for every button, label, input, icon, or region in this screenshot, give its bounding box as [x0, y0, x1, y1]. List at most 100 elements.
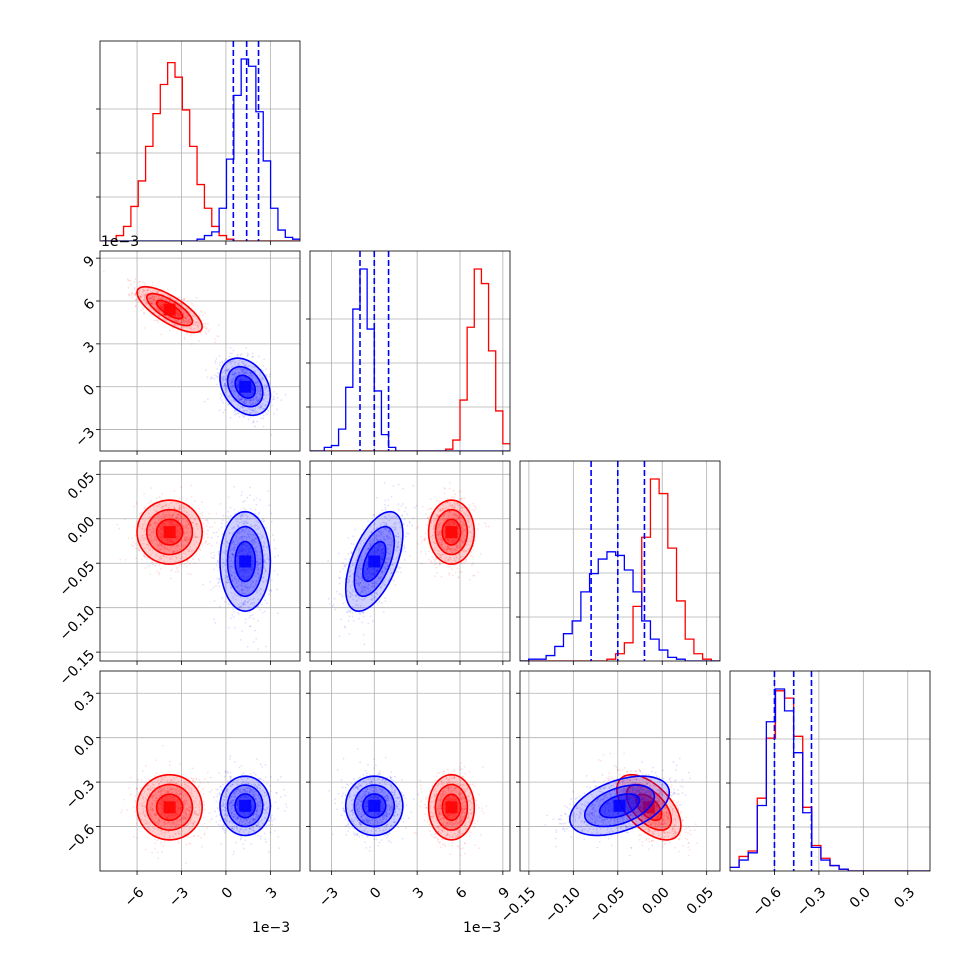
scatter-point — [161, 307, 163, 310]
scatter-point — [234, 575, 237, 578]
scatter-point — [209, 377, 212, 380]
scatter-point — [143, 547, 146, 550]
scatter-point — [208, 526, 211, 529]
scatter-point — [263, 558, 266, 561]
scatter-point — [175, 312, 178, 315]
scatter-point — [177, 518, 180, 521]
scatter-point — [254, 403, 257, 405]
scatter-point — [238, 549, 241, 552]
scatter-point — [230, 591, 233, 594]
scatter-point — [182, 552, 185, 555]
scatter-point — [268, 593, 270, 596]
scatter-point — [155, 291, 158, 294]
scatter-point — [224, 387, 227, 390]
scatter-point — [161, 515, 164, 518]
scatter-point — [242, 507, 245, 510]
scatter-point — [477, 571, 480, 573]
scatter-point — [237, 380, 240, 383]
scatter-point — [183, 525, 186, 528]
scatter-point — [196, 320, 199, 323]
scatter-point — [240, 353, 243, 356]
scatter-point — [262, 549, 265, 552]
scatter-point — [154, 290, 157, 292]
scatter-point — [237, 613, 240, 615]
scatter-point — [236, 378, 239, 380]
scatter-point — [456, 515, 459, 518]
scatter-point — [193, 543, 195, 546]
scatter-point — [468, 520, 471, 523]
scatter-point — [439, 563, 441, 566]
scatter-point — [190, 495, 193, 498]
scatter-point — [462, 537, 464, 539]
scatter-point — [428, 558, 430, 561]
scatter-point — [232, 377, 235, 380]
scatter-point — [171, 301, 174, 304]
scatter-point — [229, 515, 232, 518]
scatter-point — [176, 532, 179, 535]
scatter-point — [130, 283, 132, 286]
scatter-point — [252, 402, 255, 405]
scatter-point — [237, 594, 240, 597]
scatter-point — [234, 572, 236, 575]
scatter-point — [233, 373, 235, 376]
scatter-point — [179, 302, 182, 304]
scatter-point — [174, 555, 177, 558]
scatter-point — [230, 575, 233, 577]
scatter-point — [447, 546, 449, 549]
scatter-point — [232, 381, 235, 384]
scatter-point — [232, 388, 235, 391]
scatter-point — [142, 539, 145, 542]
scatter-point — [140, 512, 142, 515]
scatter-points — [202, 485, 280, 650]
scatter-point — [233, 385, 236, 388]
scatter-point — [133, 293, 136, 296]
scatter-point — [134, 534, 137, 537]
scatter-point — [133, 281, 136, 283]
scatter-point — [142, 289, 145, 291]
scatter-point — [249, 546, 252, 549]
scatter-point — [259, 390, 261, 393]
scatter-point — [233, 526, 236, 529]
scatter-point — [259, 587, 262, 590]
scatter-point — [232, 553, 235, 556]
scatter-point — [460, 506, 463, 509]
scatter-point — [158, 314, 160, 317]
scatter-point — [238, 538, 240, 540]
scatter-point — [196, 536, 199, 539]
scatter-point — [139, 280, 141, 283]
scatter-point — [239, 376, 242, 379]
scatter-point — [153, 296, 155, 299]
scatter-point — [256, 554, 259, 557]
scatter-point — [260, 561, 262, 564]
scatter-point — [436, 530, 439, 533]
scatter-point — [451, 552, 453, 554]
scatter-point — [157, 295, 160, 298]
scatter-point — [264, 599, 266, 602]
scatter-point — [254, 571, 257, 574]
scatter-point — [453, 523, 455, 525]
scatter-point — [459, 497, 462, 500]
scatter-point — [198, 340, 200, 342]
scatter-point — [150, 487, 153, 490]
scatter-point — [236, 379, 239, 382]
scatter-point — [221, 361, 224, 364]
scatter-point — [233, 508, 236, 511]
scatter-point — [233, 546, 236, 549]
scatter-point — [259, 397, 262, 400]
scatter-point — [257, 405, 260, 408]
scatter-point — [251, 409, 253, 412]
scatter-point — [256, 560, 259, 563]
scatter-point — [138, 525, 141, 528]
scatter-point — [254, 583, 257, 586]
scatter-point — [255, 384, 257, 387]
scatter-point — [144, 302, 147, 305]
scatter-point — [265, 645, 267, 648]
panel-frame — [309, 250, 511, 452]
scatter-point — [162, 301, 164, 304]
scatter-point — [247, 406, 249, 409]
scatter-point — [201, 511, 204, 514]
scatter-point — [171, 514, 174, 516]
scatter-point — [138, 281, 140, 283]
scatter-point — [199, 549, 202, 552]
scatter-point — [435, 500, 438, 502]
